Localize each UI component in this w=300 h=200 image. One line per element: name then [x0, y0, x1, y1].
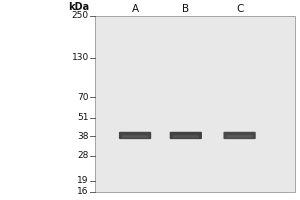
Text: 19: 19	[77, 176, 89, 185]
Text: A: A	[131, 4, 139, 14]
Text: 28: 28	[77, 151, 89, 160]
FancyBboxPatch shape	[173, 135, 199, 138]
Bar	[95, 16, 295, 192]
Text: 250: 250	[72, 11, 89, 20]
Text: 38: 38	[77, 132, 89, 141]
FancyBboxPatch shape	[122, 135, 148, 138]
FancyBboxPatch shape	[224, 132, 256, 139]
Text: C: C	[236, 4, 243, 14]
FancyBboxPatch shape	[170, 132, 202, 139]
FancyBboxPatch shape	[226, 135, 253, 138]
Text: 130: 130	[71, 53, 89, 62]
FancyBboxPatch shape	[119, 132, 151, 139]
Text: 16: 16	[77, 187, 89, 196]
Text: B: B	[182, 4, 189, 14]
Text: 51: 51	[77, 113, 89, 122]
Text: kDa: kDa	[68, 2, 89, 12]
Text: 70: 70	[77, 93, 89, 102]
